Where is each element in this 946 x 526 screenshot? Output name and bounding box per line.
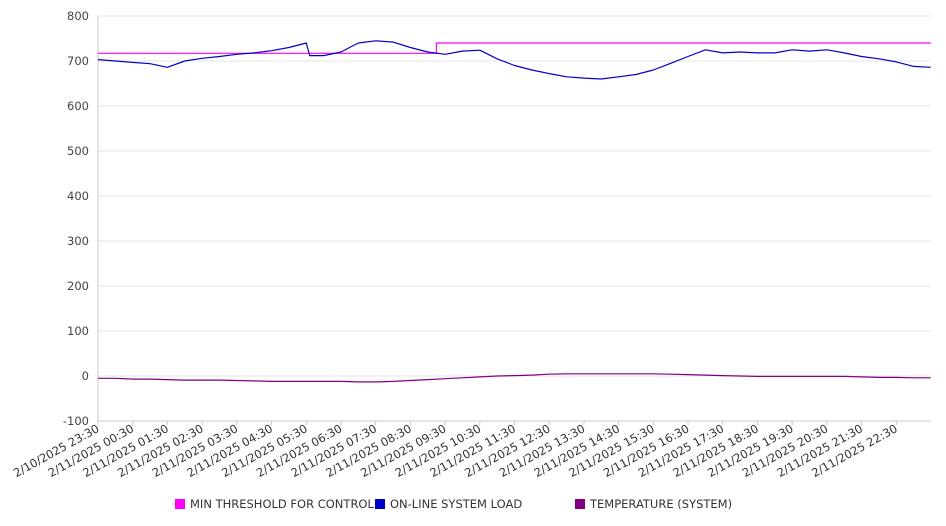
y-tick-label: -100 — [63, 414, 89, 428]
y-tick-label: 600 — [67, 99, 89, 113]
y-tick-label: 500 — [67, 144, 89, 158]
legend-swatch-temperature — [575, 499, 585, 509]
legend-swatch-threshold — [175, 499, 185, 509]
y-tick-label: 400 — [67, 189, 89, 203]
series-line-0 — [98, 42, 931, 54]
legend-item-threshold: MIN THRESHOLD FOR CONTROL — [175, 497, 374, 511]
y-tick-label: 800 — [67, 9, 89, 23]
legend-label-system-load: ON-LINE SYSTEM LOAD — [390, 497, 523, 511]
legend-label-temperature: TEMPERATURE (SYSTEM) — [590, 497, 733, 511]
y-tick-label: 700 — [67, 54, 89, 68]
legend-swatch-system-load — [375, 499, 385, 509]
x-axis: 2/10/2025 23:302/11/2025 00:302/11/2025 … — [11, 420, 931, 480]
y-tick-label: 300 — [67, 234, 89, 248]
y-tick-label: 100 — [67, 324, 89, 338]
y-tick-label: 0 — [82, 369, 89, 383]
y-axis: 800 700 600 500 400 300 200 100 0 -100 — [63, 9, 99, 428]
legend-item-system-load: ON-LINE SYSTEM LOAD — [375, 497, 522, 511]
legend-item-temperature: TEMPERATURE (SYSTEM) — [575, 497, 732, 511]
grid-lines — [98, 15, 931, 422]
legend-label-threshold: MIN THRESHOLD FOR CONTROL — [190, 497, 374, 511]
legend: MIN THRESHOLD FOR CONTROL ON-LINE SYSTEM… — [0, 497, 946, 515]
series-line-1 — [97, 40, 931, 80]
y-tick-label: 200 — [67, 279, 89, 293]
series-lines — [97, 40, 931, 383]
series-line-2 — [98, 373, 931, 383]
